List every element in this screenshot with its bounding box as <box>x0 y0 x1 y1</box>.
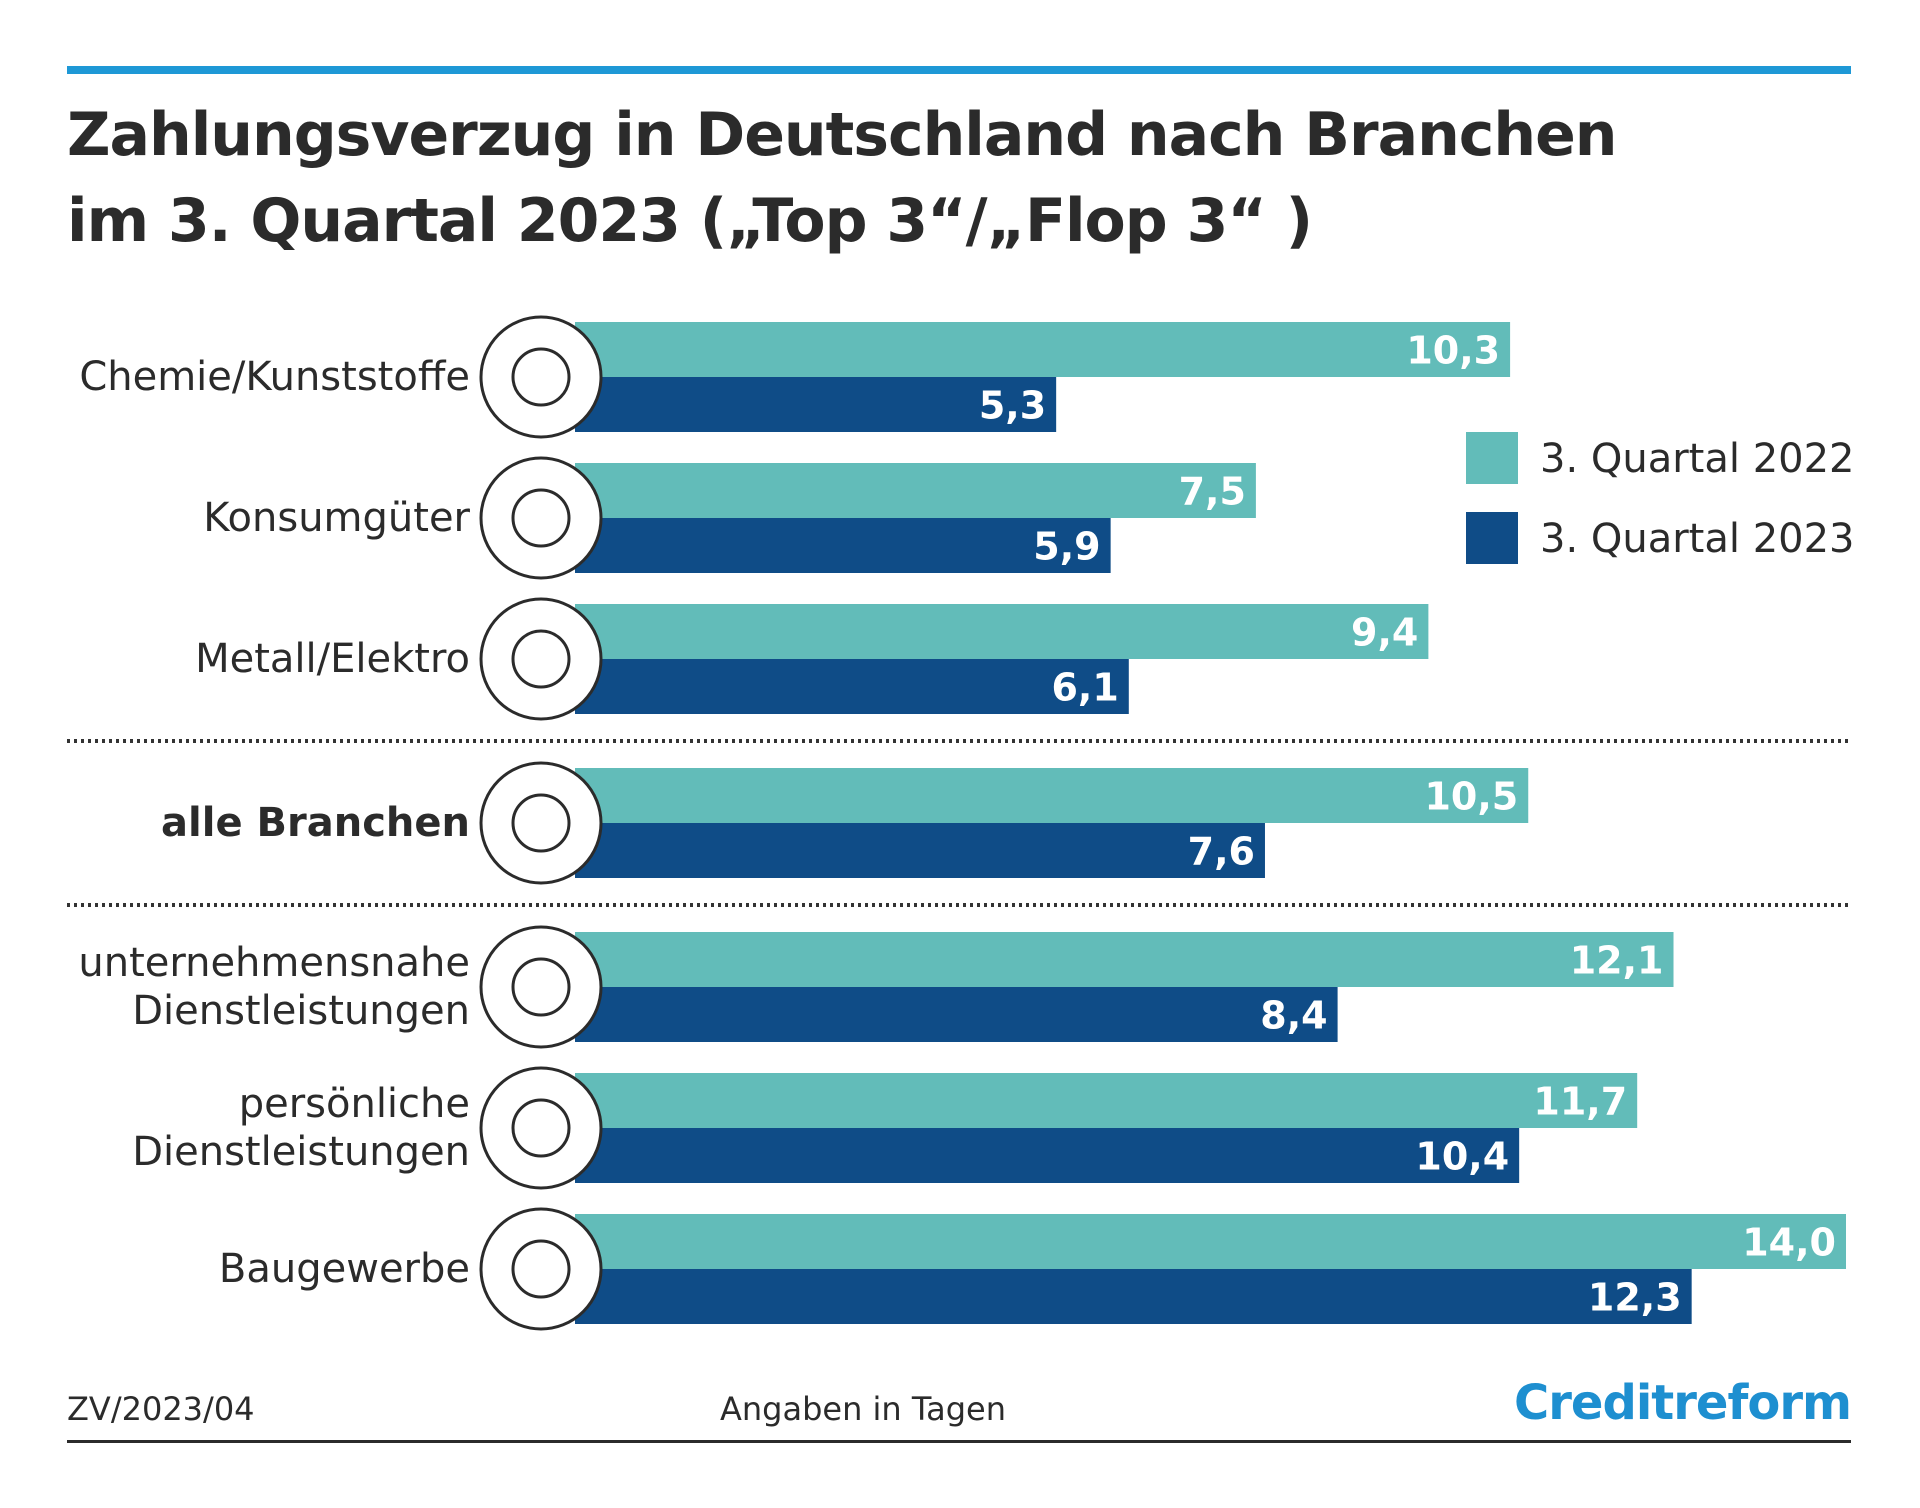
value-label: 8,4 <box>1260 994 1327 1038</box>
category-icon <box>479 1207 603 1331</box>
value-label: 11,7 <box>1533 1080 1627 1124</box>
category-icon <box>479 315 603 439</box>
value-label: 14,0 <box>1742 1221 1836 1265</box>
category-icon <box>479 1066 603 1190</box>
bar <box>575 518 1111 573</box>
bar <box>575 463 1256 518</box>
value-label: 9,4 <box>1351 611 1418 655</box>
bar <box>575 322 1511 377</box>
value-label: 10,4 <box>1415 1135 1509 1179</box>
note: Angaben in Tagen <box>719 1390 1007 1428</box>
category-icon <box>479 925 603 1049</box>
category-icon <box>479 456 603 580</box>
category-label: persönliche Dienstleistungen <box>132 1081 470 1175</box>
bar <box>575 932 1674 987</box>
bar <box>575 659 1129 714</box>
category-label: Baugewerbe <box>218 1246 470 1292</box>
bar <box>575 1073 1638 1128</box>
bar <box>575 604 1429 659</box>
category-label: Chemie/Kunststoffe <box>79 354 470 400</box>
bar <box>575 823 1265 878</box>
category-label: alle Branchen <box>161 800 470 846</box>
category-icon-detail <box>511 957 571 1017</box>
source: ZV/2023/04 <box>67 1390 255 1428</box>
value-label: 12,1 <box>1570 939 1664 983</box>
bottom-rule <box>67 1440 1851 1443</box>
chart-title: Zahlungsverzug in Deutschland nach Branc… <box>67 100 1617 170</box>
top-rule <box>67 66 1851 74</box>
value-label: 7,5 <box>1179 470 1246 514</box>
category-label: unternehmensnahe Dienstleistungen <box>78 940 470 1034</box>
legend-swatch <box>1466 432 1518 484</box>
value-label: 10,5 <box>1424 775 1518 819</box>
bar <box>575 377 1057 432</box>
value-label: 5,3 <box>979 384 1046 428</box>
category-icon <box>479 761 603 885</box>
bar <box>575 987 1338 1042</box>
value-label: 7,6 <box>1188 830 1255 874</box>
bar <box>575 1269 1692 1324</box>
bar <box>575 1214 1846 1269</box>
value-label: 12,3 <box>1588 1276 1682 1320</box>
category-icon-detail <box>511 1239 571 1299</box>
category-label: Konsumgüter <box>203 495 470 541</box>
category-icon-detail <box>511 347 571 407</box>
legend-label: 3. Quartal 2022 <box>1540 436 1855 482</box>
value-label: 5,9 <box>1033 525 1100 569</box>
category-icon-detail <box>511 488 571 548</box>
brand-logo: Creditreform <box>1514 1375 1852 1431</box>
value-label: 6,1 <box>1051 666 1118 710</box>
legend-label: 3. Quartal 2023 <box>1540 516 1855 562</box>
category-icon-detail <box>511 1098 571 1158</box>
legend-swatch <box>1466 512 1518 564</box>
chart-title: im 3. Quartal 2023 („Top 3“/„Flop 3“ ) <box>67 186 1313 256</box>
category-icon <box>479 597 603 721</box>
bar <box>575 768 1529 823</box>
bar <box>575 1128 1520 1183</box>
value-label: 10,3 <box>1406 329 1500 373</box>
category-icon-detail <box>511 629 571 689</box>
category-icon-detail <box>511 793 571 853</box>
category-label: Metall/Elektro <box>195 636 470 682</box>
